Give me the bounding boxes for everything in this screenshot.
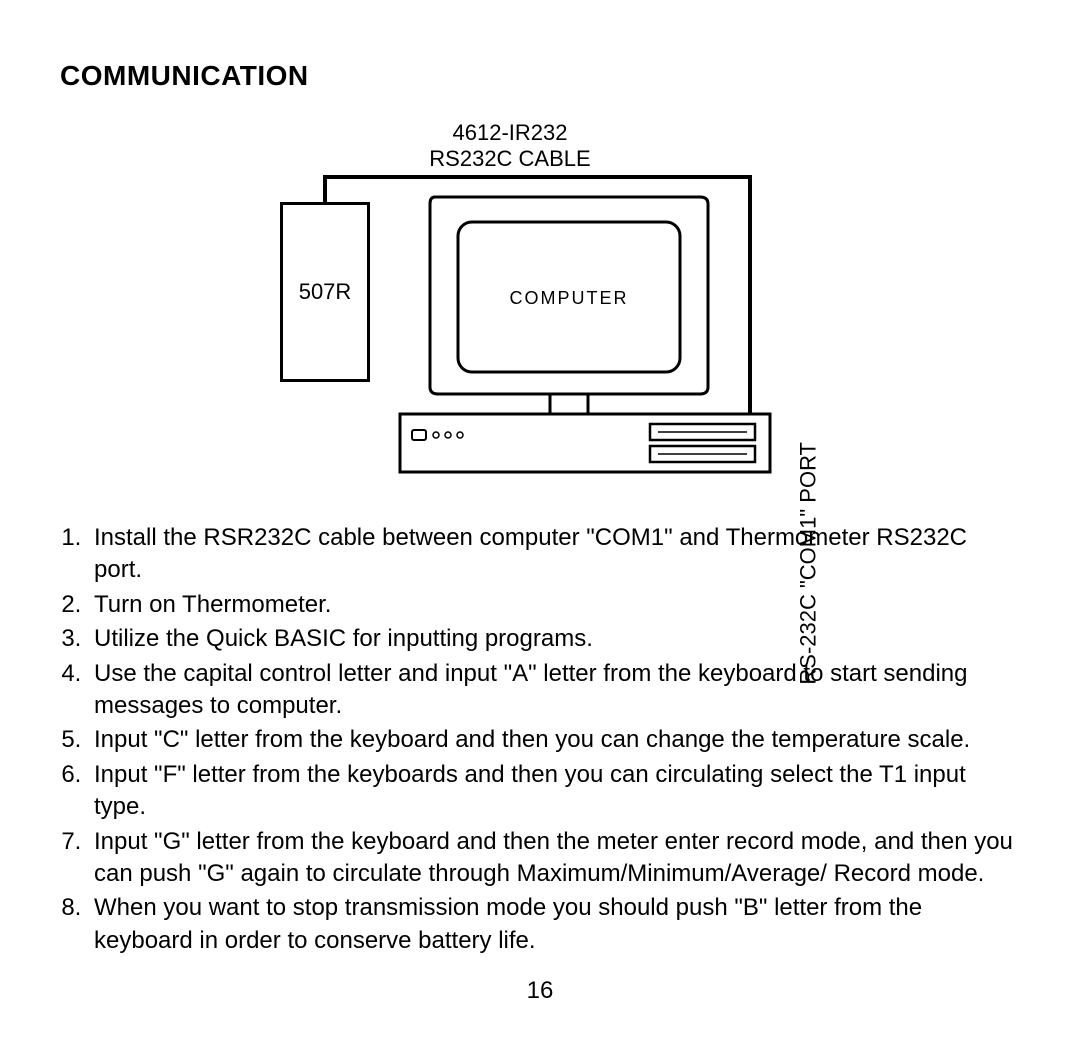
port-label: RS-232C "COM1" PORT	[796, 442, 822, 685]
thermometer-device: 507R	[280, 202, 370, 382]
instruction-item: Install the RSR232C cable between comput…	[88, 522, 1020, 587]
device-label: 507R	[299, 279, 352, 305]
instruction-item: Input "C" letter from the keyboard and t…	[88, 724, 1020, 756]
instructions-list: Install the RSR232C cable between comput…	[60, 522, 1020, 957]
diagram-container: 4612-IR232 RS232C CABLE COMPUTER	[60, 112, 1020, 492]
instruction-item: Utilize the Quick BASIC for inputting pr…	[88, 623, 1020, 655]
instruction-item: When you want to stop transmission mode …	[88, 892, 1020, 957]
instruction-item: Input "G" letter from the keyboard and t…	[88, 826, 1020, 891]
section-heading: COMMUNICATION	[60, 60, 1020, 92]
instruction-item: Use the capital control letter and input…	[88, 658, 1020, 723]
instruction-item: Input "F" letter from the keyboards and …	[88, 759, 1020, 824]
monitor-label-text: COMPUTER	[510, 288, 629, 308]
instruction-item: Turn on Thermometer.	[88, 589, 1020, 621]
page-number: 16	[60, 977, 1020, 1005]
connection-diagram: 4612-IR232 RS232C CABLE COMPUTER	[280, 112, 800, 492]
